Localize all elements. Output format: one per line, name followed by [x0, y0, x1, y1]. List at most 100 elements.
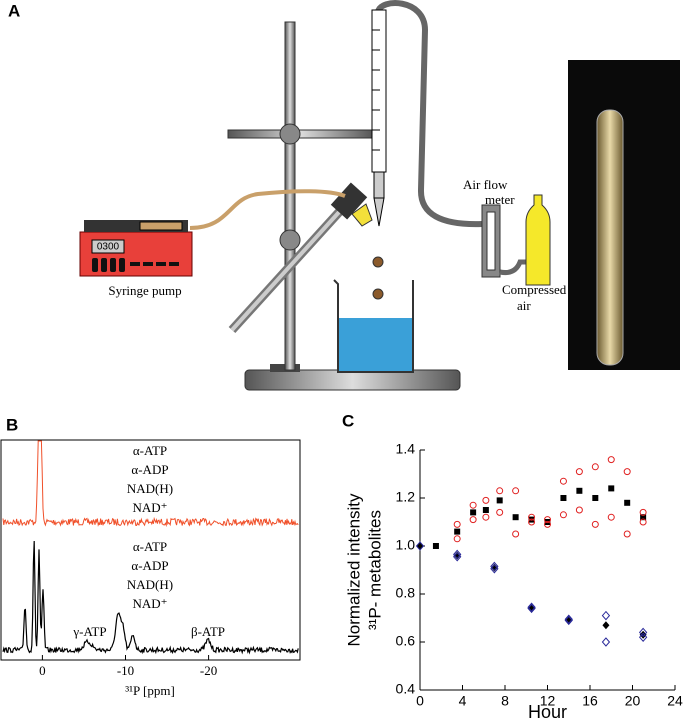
- data-point: [544, 516, 551, 524]
- flow-meter-tube: [486, 211, 496, 271]
- burette-scale: [372, 29, 380, 151]
- photo: [568, 60, 680, 370]
- x-axis-label: Hour: [528, 702, 567, 722]
- water: [338, 318, 413, 372]
- spectrum-trace: [2, 440, 299, 528]
- x-tick-label: -20: [200, 663, 217, 678]
- clamp-knob: [279, 123, 301, 145]
- data-point: [528, 518, 536, 526]
- gas-cylinder: [525, 194, 551, 286]
- nozzle-holder: [330, 182, 368, 220]
- x-tick-label: 24: [667, 693, 683, 709]
- peak-label: α-ATP: [133, 539, 167, 554]
- peak-label: γ-ATP: [72, 624, 106, 639]
- peak-label: β-ATP: [191, 624, 225, 639]
- data-point: [560, 495, 567, 501]
- data-point: [469, 501, 477, 509]
- data-point: [639, 518, 647, 526]
- data-point: [575, 468, 583, 476]
- data-point: [608, 485, 615, 492]
- panel-letter: B: [6, 415, 18, 434]
- data-point: [544, 519, 551, 525]
- data-point: [490, 561, 499, 572]
- data-point: [607, 513, 615, 521]
- panel-c: C: [342, 411, 354, 430]
- air-label: air: [517, 298, 531, 313]
- air-tubing: [375, 0, 483, 228]
- y-tick-label: 0.4: [396, 681, 416, 697]
- data-point: [624, 499, 631, 506]
- data-point: [482, 507, 489, 513]
- clamp-knob: [279, 229, 301, 251]
- data-point: [564, 614, 573, 624]
- peak-label: NAD(H): [127, 481, 173, 496]
- peak-label: NAD(H): [127, 577, 173, 592]
- data-point: [512, 487, 520, 495]
- pump-display-text: 0300: [97, 242, 120, 253]
- data-point: [623, 468, 631, 476]
- data-point: [592, 495, 599, 501]
- data-point: [470, 509, 477, 516]
- data-point: [453, 549, 462, 560]
- data-point: [564, 615, 573, 626]
- syringe-pump: [79, 231, 193, 277]
- data-point: [527, 602, 536, 612]
- data-point: [527, 603, 536, 614]
- data-point: [602, 621, 610, 630]
- data-point: [559, 477, 567, 485]
- pump-display: [91, 239, 125, 254]
- data-point: [591, 463, 599, 471]
- data-point: [496, 497, 503, 504]
- x-tick-label: 12: [540, 693, 556, 709]
- x-tick-label: 16: [582, 693, 598, 709]
- data-point: [453, 551, 461, 560]
- pump-label: Syringe pump: [108, 283, 181, 298]
- data-point: [575, 506, 583, 514]
- data-point: [591, 520, 599, 528]
- y-tick-label: 0.6: [396, 633, 416, 649]
- photo-tube: [596, 109, 624, 366]
- data-point: [528, 516, 535, 523]
- x-tick-label: 0: [416, 693, 424, 709]
- y-axis-label: ³¹P- metabolites: [365, 510, 384, 630]
- x-tick-label: 8: [501, 693, 509, 709]
- data-point: [601, 610, 611, 621]
- data-point: [512, 514, 519, 521]
- syringe: [139, 221, 183, 231]
- panel-letter: C: [342, 411, 354, 430]
- y-tick-label: 1.0: [396, 537, 416, 553]
- peak-label: NAD⁺: [132, 596, 167, 611]
- data-point: [482, 496, 490, 504]
- data-point: [496, 508, 504, 516]
- flow-label: meter: [485, 192, 515, 207]
- data-point: [576, 487, 583, 494]
- data-point: [469, 516, 477, 524]
- data-point: [639, 630, 647, 639]
- data-point: [453, 535, 461, 543]
- y-tick-label: 1.2: [396, 489, 416, 505]
- data-point: [623, 530, 631, 538]
- data-point: [544, 520, 551, 528]
- burette: [371, 9, 387, 173]
- data-point: [454, 528, 461, 535]
- data-point: [559, 511, 567, 519]
- data-point: [496, 487, 504, 495]
- y-axis-label: Normalized intensity: [344, 493, 363, 647]
- data-point: [638, 632, 648, 642]
- y-tick-label: 0.8: [396, 585, 416, 601]
- panel-a: A 0300 Syringe pump: [8, 0, 680, 391]
- y-tick-label: 1.4: [396, 441, 416, 457]
- data-point: [482, 513, 490, 521]
- stopcock: [373, 171, 385, 199]
- stand-pole: [284, 21, 296, 371]
- clamp-arm: [230, 198, 352, 332]
- data-point: [512, 530, 520, 538]
- data-point: [453, 520, 461, 528]
- data-point: [416, 542, 424, 550]
- data-point: [601, 637, 611, 647]
- burette-tip: [373, 197, 385, 227]
- data-point: [638, 627, 648, 638]
- peak-label: α-ATP: [133, 443, 167, 458]
- data-point: [528, 513, 536, 521]
